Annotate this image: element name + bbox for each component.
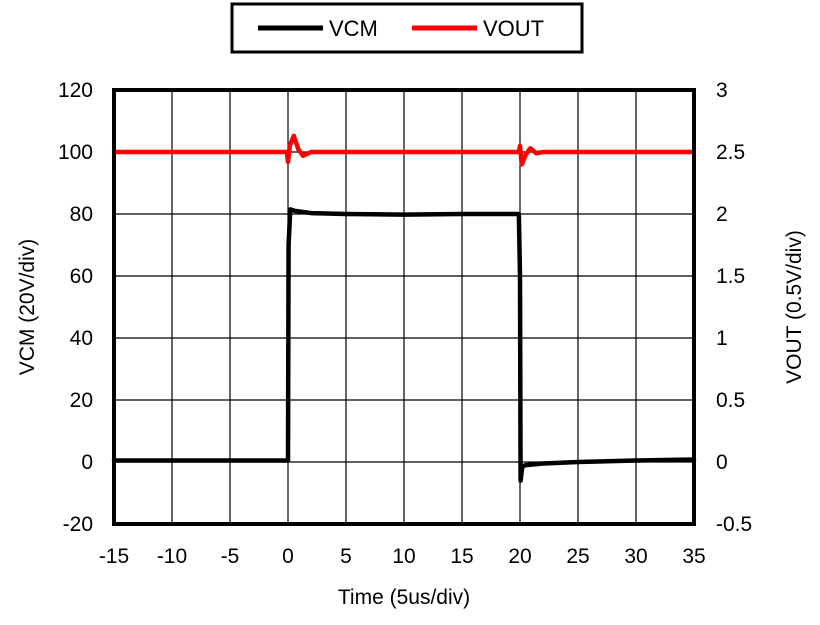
- y-right-tick-label-6: 2.5: [716, 141, 745, 164]
- y-left-tick-label-2: 20: [70, 389, 93, 412]
- y-left-tick-label-0: -20: [63, 513, 93, 536]
- x-tick-label-5: 10: [392, 545, 415, 568]
- x-tick-label-9: 30: [624, 545, 647, 568]
- y-right-tick-label-2: 0.5: [716, 389, 745, 412]
- series-line-vout: [111, 133, 697, 167]
- series-line-vcm: [111, 207, 697, 483]
- series-layer: [111, 133, 697, 483]
- y-right-tick-label-0: -0.5: [716, 513, 752, 536]
- y-right-tick-label-1: 0: [716, 451, 728, 474]
- x-axis-title: Time (5us/div): [338, 586, 470, 609]
- x-tick-label-2: -5: [221, 545, 240, 568]
- y-left-tick-label-1: 0: [81, 451, 93, 474]
- y-left-tick-label-5: 80: [70, 203, 93, 226]
- y-left-tick-label-7: 120: [58, 79, 93, 102]
- x-tick-label-3: 0: [282, 545, 294, 568]
- y-left-tick-label-4: 60: [70, 265, 93, 288]
- y-axis-left-title: VCM (20V/div): [16, 239, 39, 376]
- x-tick-label-10: 35: [682, 545, 705, 568]
- legend-label-vout: VOUT: [483, 16, 544, 41]
- x-tick-label-6: 15: [450, 545, 473, 568]
- y-left-tick-label-3: 40: [70, 327, 93, 350]
- legend-label-vcm: VCM: [329, 16, 378, 41]
- y-left-tick-label-6: 100: [58, 141, 93, 164]
- plot-area-frame: [112, 88, 696, 526]
- legend: VCM VOUT: [230, 2, 584, 54]
- y-right-tick-label-7: 3: [716, 79, 728, 102]
- x-tick-label-1: -10: [157, 545, 187, 568]
- x-tick-label-4: 5: [340, 545, 352, 568]
- tick-labels: -15 -10 -5 0 5 10 15 20 25 30 35-20020406080100120…: [58, 79, 752, 568]
- x-tick-label-0: -15: [99, 545, 129, 568]
- y-right-tick-label-3: 1: [716, 327, 728, 350]
- x-tick-label-7: 20: [508, 545, 531, 568]
- x-tick-label-8: 25: [566, 545, 589, 568]
- y-right-tick-label-5: 2: [716, 203, 728, 226]
- y-axis-right-title: VOUT (0.5V/div): [783, 230, 806, 384]
- y-right-tick-label-4: 1.5: [716, 265, 745, 288]
